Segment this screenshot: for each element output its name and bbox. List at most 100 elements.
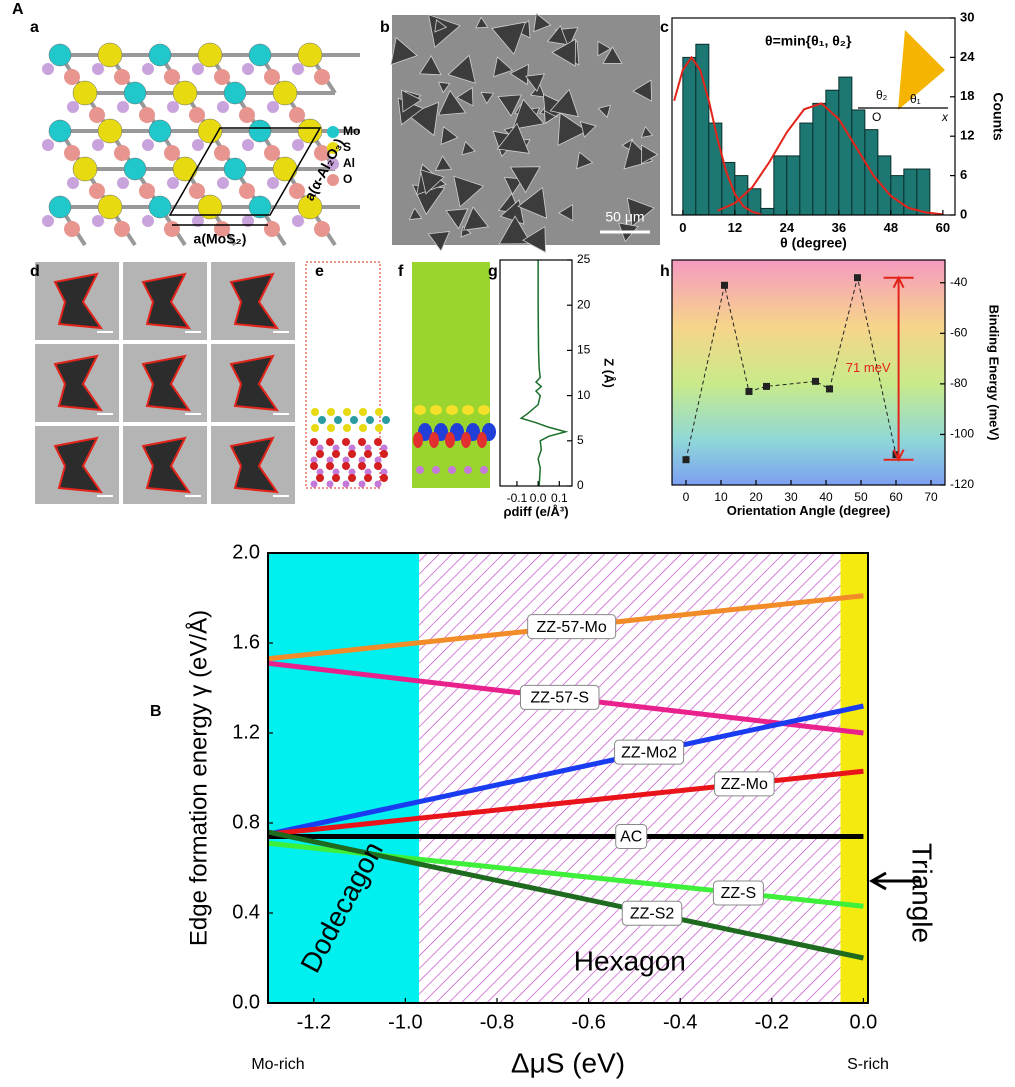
y-tick-label: -100 <box>950 427 974 441</box>
oxygen-atom <box>139 183 155 199</box>
molybdenum-atom <box>149 44 171 66</box>
panel-label: a <box>30 19 39 36</box>
legend-label: O <box>343 172 352 186</box>
x-tick-label: 60 <box>889 490 903 504</box>
aluminum-atom <box>42 215 54 227</box>
atom <box>432 466 440 474</box>
oxygen-atom <box>239 183 255 199</box>
density-blob <box>413 432 423 448</box>
oxygen-atom <box>332 474 340 482</box>
x-axis-title: ΔμS (eV) <box>511 1047 625 1078</box>
oxygen-atom <box>214 145 230 161</box>
atom <box>464 466 472 474</box>
y-tick-label: 25 <box>577 252 591 266</box>
chart-annotation: 71 meV <box>846 360 891 375</box>
molybdenum-atom <box>318 416 326 424</box>
x-axis-title: ρdiff (e/Å³) <box>503 504 568 519</box>
axis-caption: a(MoS₂) <box>194 231 247 247</box>
aluminum-atom <box>42 139 54 151</box>
x-end-label: S-rich <box>847 1056 889 1073</box>
molybdenum-atom <box>124 82 146 104</box>
x-tick-label: -0.6 <box>571 1011 605 1033</box>
panel-label: e <box>315 263 324 280</box>
oxygen-atom <box>264 221 280 237</box>
marker <box>812 378 819 385</box>
molybdenum-atom <box>124 158 146 180</box>
oxygen-atom <box>114 69 130 85</box>
x-tick-label: 48 <box>884 220 898 235</box>
legend-label: Mo <box>343 124 360 138</box>
legend-label: Al <box>343 156 355 170</box>
oxygen-atom <box>264 145 280 161</box>
y-tick-label: 0 <box>577 478 584 492</box>
sulfur-atom <box>327 424 335 432</box>
x-tick-label: 0 <box>683 490 690 504</box>
inset-label: θ₁ <box>910 92 921 106</box>
oxygen-atom <box>89 107 105 123</box>
oxygen-atom <box>310 462 318 470</box>
oxygen-atom <box>239 107 255 123</box>
y-tick-label: 1.6 <box>232 631 260 653</box>
y-axis-title: Binding Energy (meV) <box>987 305 1002 441</box>
aluminum-atom <box>142 215 154 227</box>
y-tick-label: 12 <box>960 128 974 143</box>
panel-label: g <box>488 263 498 280</box>
oxygen-atom <box>189 183 205 199</box>
atom <box>448 466 456 474</box>
x-axis-title: θ (degree) <box>780 234 847 250</box>
oxygen-atom <box>64 69 80 85</box>
oxygen-atom <box>189 107 205 123</box>
plot-frame <box>500 260 572 486</box>
sulfur-atom <box>73 157 97 181</box>
x-tick-label: -0.4 <box>663 1011 697 1033</box>
aluminum-atom <box>375 481 382 488</box>
chart-1: -0.10.00.10510152025ρdiff (e/Å³)Z (Å) <box>500 252 617 519</box>
y-tick-label: 0.0 <box>232 991 260 1013</box>
aluminum-atom <box>92 139 104 151</box>
oxygen-atom <box>316 474 324 482</box>
oxygen-atom <box>364 450 372 458</box>
y-tick-label: 6 <box>960 167 967 182</box>
y-tick-label: 0.8 <box>232 811 260 833</box>
x-tick-label: 0.0 <box>850 1011 878 1033</box>
chart-2: 71 meV010203040506070-120-100-80-60-40Or… <box>672 260 1002 518</box>
chart-annotation: θ=min{θ₁, θ₂} <box>765 33 852 49</box>
panel-label: A <box>12 1 24 18</box>
oxygen-atom <box>164 145 180 161</box>
chart-3: ZZ-57-MoZZ-57-SZZ-Mo2ZZ-MoACZZ-SZZ-S2Dod… <box>184 541 937 1078</box>
y-tick-label: 1.2 <box>232 721 260 743</box>
inset-label: θ₂ <box>876 88 888 102</box>
oxygen-atom <box>139 107 155 123</box>
x-tick-label: -1.0 <box>388 1011 422 1033</box>
x-tick-label: -1.2 <box>297 1011 331 1033</box>
aluminum-atom <box>242 63 254 75</box>
oxygen-atom <box>289 107 305 123</box>
aluminum-atom <box>217 177 229 189</box>
aluminum-atom <box>292 215 304 227</box>
density-blob <box>478 405 490 415</box>
y-tick-label: 18 <box>960 88 974 103</box>
bar <box>800 123 813 215</box>
sulfur-atom <box>273 81 297 105</box>
panel-label: f <box>398 263 404 280</box>
oxygen-atom <box>114 221 130 237</box>
molybdenum-atom <box>334 416 342 424</box>
aluminum-atom <box>327 481 334 488</box>
density-blob <box>477 432 487 448</box>
sulfur-atom <box>273 157 297 181</box>
oxygen-atom <box>314 69 330 85</box>
aluminum-atom <box>117 177 129 189</box>
sulfur-atom <box>359 408 367 416</box>
aluminum-atom <box>92 63 104 75</box>
figure: MoSAlOa(MoS₂)a(α-Al₂O₃)50 μmAabcdefghBθ₂… <box>0 0 1015 1087</box>
y-tick-label: -80 <box>950 376 968 390</box>
marker <box>721 282 728 289</box>
sulfur-atom <box>198 43 222 67</box>
atom <box>480 466 488 474</box>
bar <box>696 44 709 215</box>
aluminum-atom <box>292 63 304 75</box>
y-tick-label: -120 <box>950 477 974 491</box>
sulfur-atom <box>98 119 122 143</box>
sulfur-atom <box>173 157 197 181</box>
oxygen-atom <box>380 450 388 458</box>
